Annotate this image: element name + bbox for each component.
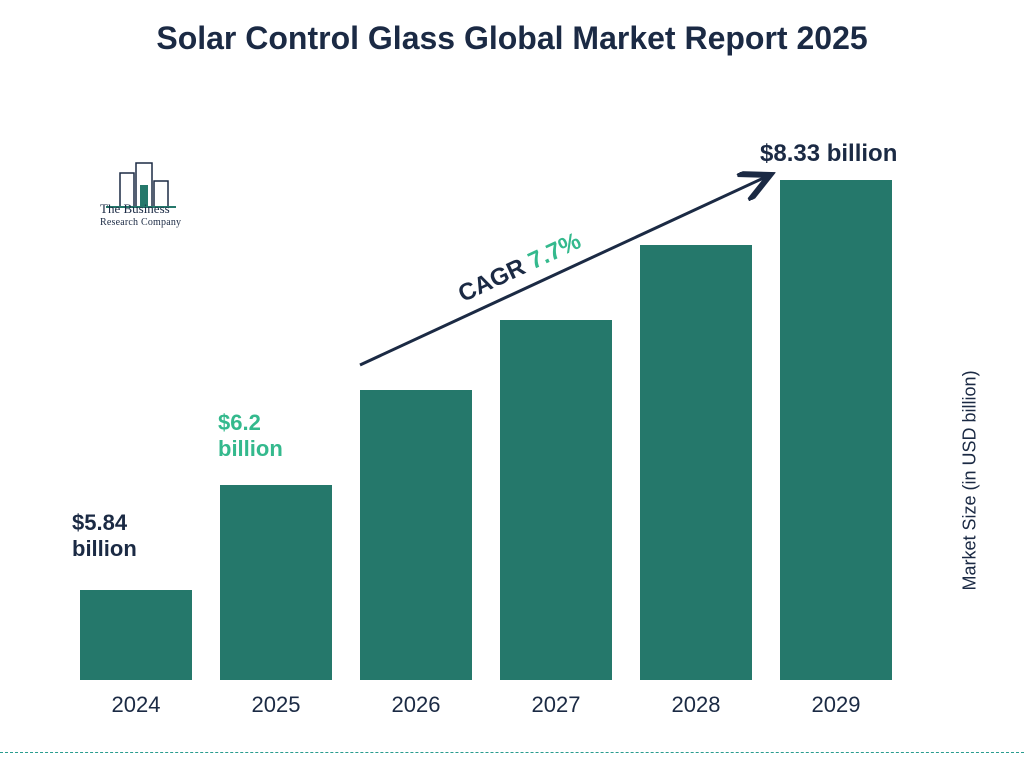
annot-2029: $8.33 billion (760, 140, 897, 169)
annot-2024-l1: $5.84 (72, 510, 137, 536)
bottom-separator (0, 752, 1024, 753)
bar-2028 (640, 245, 752, 680)
xlabel-2024: 2024 (80, 692, 192, 718)
bar-2024 (80, 590, 192, 680)
chart-canvas: Solar Control Glass Global Market Report… (0, 0, 1024, 768)
xlabel-2026: 2026 (360, 692, 472, 718)
annot-2025-l1: $6.2 (218, 410, 283, 436)
annot-2025-l2: billion (218, 436, 283, 462)
xlabel-2029: 2029 (780, 692, 892, 718)
chart-title: Solar Control Glass Global Market Report… (0, 20, 1024, 57)
y-axis-label: Market Size (in USD billion) (960, 311, 981, 591)
annot-2024-l2: billion (72, 536, 137, 562)
xlabel-2027: 2027 (500, 692, 612, 718)
annot-2024: $5.84 billion (72, 510, 137, 563)
annot-2025: $6.2 billion (218, 410, 283, 463)
bar-2029 (780, 180, 892, 680)
bar-2027 (500, 320, 612, 680)
bar-2026 (360, 390, 472, 680)
bar-chart (80, 150, 920, 680)
xlabel-2025: 2025 (220, 692, 332, 718)
bar-2025 (220, 485, 332, 680)
xlabel-2028: 2028 (640, 692, 752, 718)
